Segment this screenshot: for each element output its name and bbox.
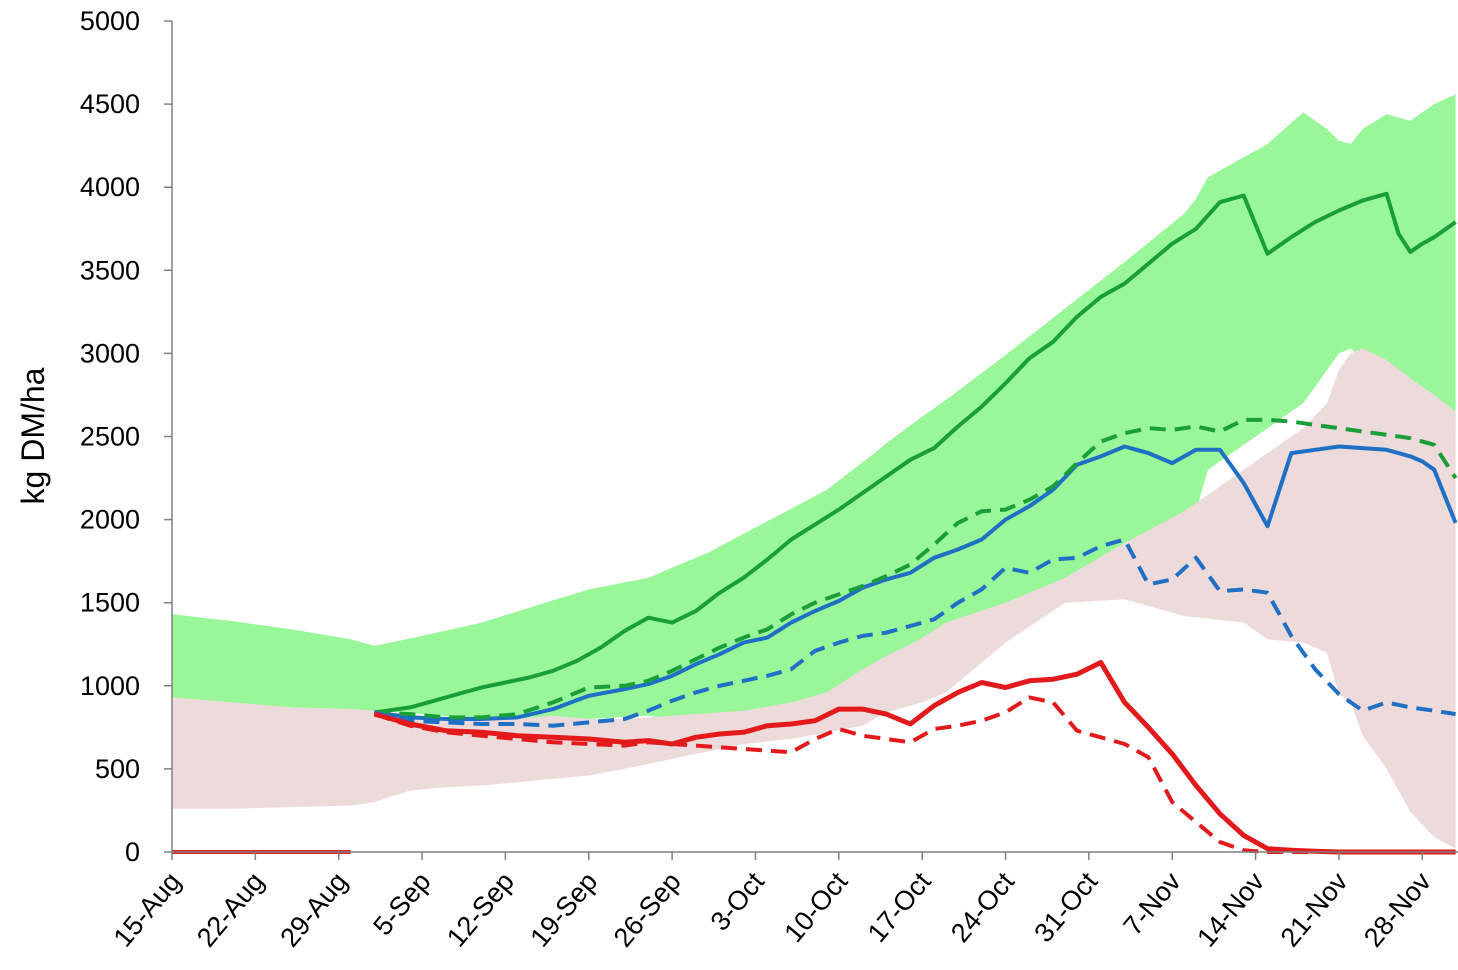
y-tick-label: 3000	[80, 338, 140, 368]
band-1	[172, 348, 1456, 849]
y-axis-label: kg DM/ha	[15, 367, 51, 504]
x-tick-labels: 15-Aug 22-Aug 29-Aug 5-Sep 12-Sep 19-Sep 26-Se…	[108, 866, 1438, 952]
x-tick-label: 10-Oct	[778, 866, 853, 948]
series-line-2	[374, 417, 1458, 720]
series-layer	[172, 191, 1458, 855]
x-tick-label: 15-Aug	[108, 867, 187, 953]
series-line-1	[374, 444, 1458, 721]
y-tick-label: 2000	[80, 505, 140, 535]
y-tick-label: 0	[125, 837, 140, 867]
x-tick-label: 28-Nov	[1358, 866, 1437, 952]
series-line-4	[373, 660, 1456, 855]
x-tick-label: 26-Sep	[608, 867, 687, 953]
y-tick-label: 500	[95, 754, 140, 784]
y-tick-label: 5000	[80, 6, 140, 36]
y-tick-label: 4000	[80, 172, 140, 202]
series-line-3	[373, 537, 1456, 728]
x-tick-label: 24-Oct	[945, 866, 1020, 948]
y-tick-label: 4500	[80, 89, 140, 119]
x-tick-label: 21-Nov	[1275, 866, 1354, 952]
x-tick-label: 31-Oct	[1028, 866, 1103, 948]
y-tick-label: 1500	[80, 588, 140, 618]
x-tick-label: 12-Sep	[441, 867, 520, 953]
x-tick-label: 22-Aug	[191, 867, 270, 953]
y-tick-label: 2500	[80, 422, 140, 452]
x-tick-label: 14-Nov	[1191, 866, 1270, 952]
x-tick-label: 3-Oct	[705, 866, 771, 936]
x-tick-label: 17-Oct	[862, 866, 937, 948]
y-tick-labels: 0 500 1000 1500 2000 2500 3000 3500 4000 4500 5000	[80, 6, 140, 867]
y-tick-label: 3500	[80, 255, 140, 285]
band-layer	[172, 94, 1456, 849]
x-tick-label: 29-Aug	[274, 867, 353, 953]
x-tick-label: 7-Nov	[1118, 866, 1188, 941]
series-line-5	[373, 695, 1456, 854]
series-line-0	[374, 191, 1457, 715]
x-tick-label: 19-Sep	[524, 867, 603, 953]
y-tick-label: 1000	[80, 671, 140, 701]
axes	[164, 20, 1458, 860]
x-tick-label: 5-Sep	[367, 867, 436, 941]
